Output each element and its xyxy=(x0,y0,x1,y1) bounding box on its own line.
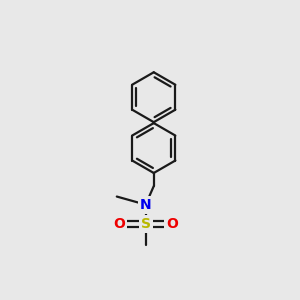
Text: O: O xyxy=(113,217,125,231)
Text: S: S xyxy=(141,217,151,231)
Text: N: N xyxy=(140,198,152,212)
Text: O: O xyxy=(166,217,178,231)
